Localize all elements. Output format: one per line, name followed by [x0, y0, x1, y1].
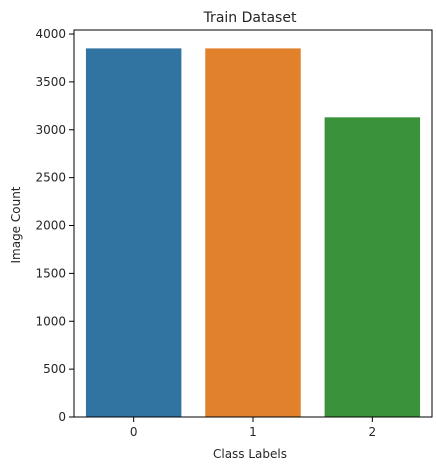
bar-class-2	[324, 117, 421, 417]
y-tick-label: 3000	[35, 123, 66, 137]
x-tick-label: 1	[249, 425, 257, 439]
y-axis: 0 500 1000 1500 2000 2500 3000 3500 4000	[35, 27, 74, 424]
x-tick-label: 2	[369, 425, 377, 439]
y-tick-label: 2500	[35, 171, 66, 185]
y-tick-label: 4000	[35, 27, 66, 41]
x-tick-label: 0	[130, 425, 138, 439]
bars-group	[85, 48, 421, 417]
y-tick-label: 0	[58, 410, 66, 424]
y-tick-label: 1000	[35, 314, 66, 328]
y-tick-label: 500	[43, 362, 66, 376]
plot-frame	[73, 29, 433, 418]
bar-class-0	[85, 48, 182, 417]
y-tick-label: 1500	[35, 266, 66, 280]
bar-class-1	[205, 48, 301, 417]
x-axis: 0 1 2	[130, 417, 376, 439]
x-axis-label: Class Labels	[213, 447, 287, 461]
y-axis-label: Image Count	[9, 186, 23, 263]
y-tick-label: 2000	[35, 219, 66, 233]
y-tick-label: 3500	[35, 75, 66, 89]
chart-title: Train Dataset	[203, 10, 297, 26]
